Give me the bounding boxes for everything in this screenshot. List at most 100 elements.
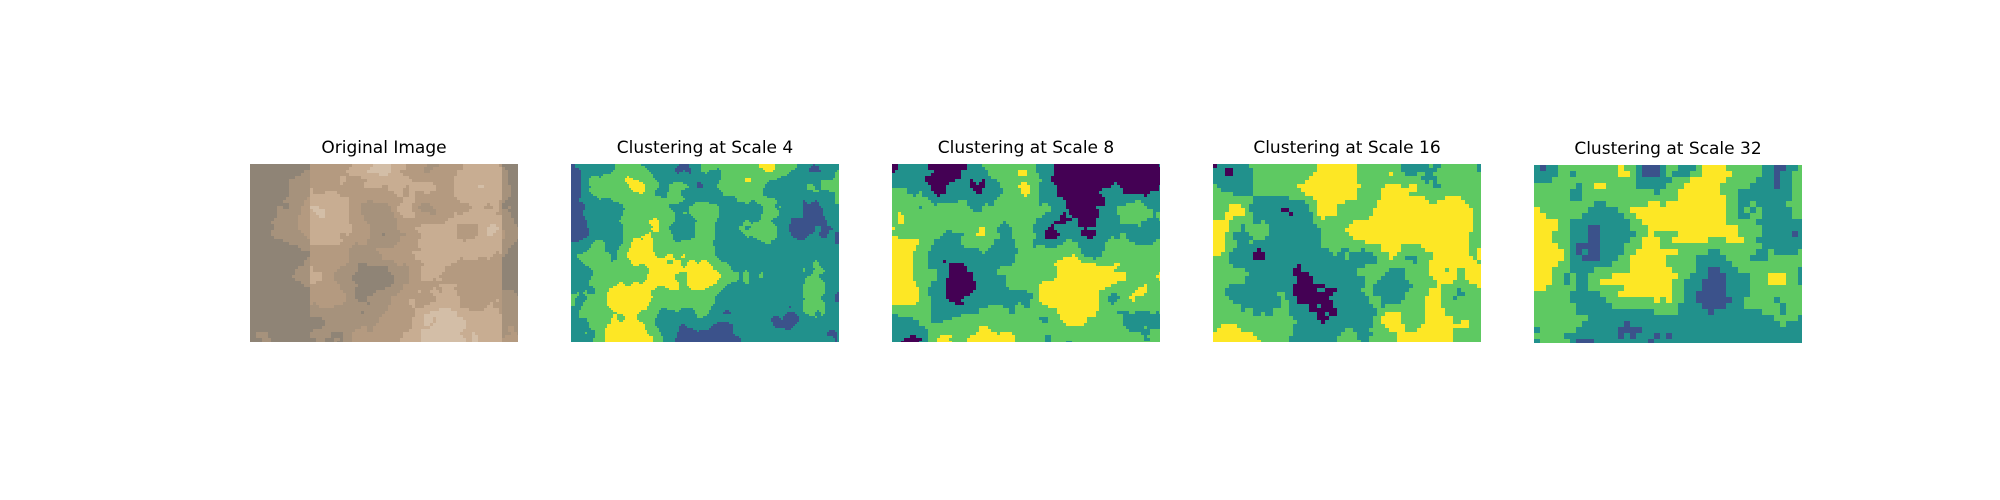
photo-pixel: [508, 224, 511, 227]
photo-pixel: [466, 170, 469, 173]
photo-pixel: [391, 206, 394, 209]
photo-pixel: [472, 320, 475, 323]
photo-pixel: [331, 263, 334, 266]
photo-pixel: [409, 311, 412, 314]
photo-pixel: [448, 188, 451, 191]
photo-pixel: [307, 224, 310, 227]
photo-pixel: [394, 248, 397, 251]
photo-pixel: [331, 254, 334, 257]
photo-pixel: [283, 233, 286, 236]
photo-pixel: [442, 260, 445, 263]
photo-pixel: [493, 266, 496, 269]
photo-pixel: [451, 308, 454, 311]
photo-pixel: [343, 272, 346, 275]
photo-pixel: [316, 245, 319, 248]
photo-pixel: [424, 170, 427, 173]
photo-pixel: [277, 302, 280, 305]
photo-pixel: [460, 224, 463, 227]
photo-pixel: [517, 215, 518, 218]
photo-pixel: [481, 257, 484, 260]
photo-pixel: [418, 194, 421, 197]
photo-pixel: [325, 260, 328, 263]
photo-pixel: [394, 179, 397, 182]
photo-pixel: [460, 230, 463, 233]
photo-pixel: [256, 227, 259, 230]
photo-pixel: [469, 167, 472, 170]
photo-pixel: [292, 308, 295, 311]
photo-pixel: [379, 251, 382, 254]
photo-pixel: [400, 239, 403, 242]
photo-pixel: [379, 302, 382, 305]
photo-pixel: [262, 245, 265, 248]
photo-pixel: [442, 299, 445, 302]
photo-pixel: [337, 278, 340, 281]
photo-pixel: [328, 221, 331, 224]
photo-pixel: [406, 212, 409, 215]
photo-pixel: [265, 272, 268, 275]
photo-pixel: [391, 221, 394, 224]
photo-pixel: [310, 254, 313, 257]
photo-pixel: [325, 251, 328, 254]
photo-pixel: [415, 233, 418, 236]
photo-pixel: [502, 281, 505, 284]
photo-pixel: [343, 284, 346, 287]
photo-pixel: [250, 257, 253, 260]
photo-pixel: [433, 290, 436, 293]
photo-pixel: [283, 224, 286, 227]
photo-pixel: [379, 176, 382, 179]
photo-pixel: [250, 203, 253, 206]
photo-pixel: [469, 320, 472, 323]
photo-pixel: [283, 176, 286, 179]
photo-pixel: [331, 191, 334, 194]
photo-pixel: [412, 242, 415, 245]
photo-pixel: [271, 266, 274, 269]
photo-pixel: [334, 233, 337, 236]
photo-pixel: [271, 215, 274, 218]
photo-pixel: [445, 197, 448, 200]
photo-pixel: [388, 200, 391, 203]
photo-pixel: [256, 251, 259, 254]
photo-pixel: [331, 287, 334, 290]
photo-pixel: [385, 164, 388, 167]
photo-pixel: [403, 281, 406, 284]
photo-pixel: [313, 260, 316, 263]
photo-pixel: [358, 218, 361, 221]
photo-pixel: [292, 254, 295, 257]
photo-pixel: [373, 248, 376, 251]
photo-pixel: [289, 242, 292, 245]
photo-pixel: [499, 266, 502, 269]
photo-pixel: [505, 227, 508, 230]
photo-pixel: [511, 218, 514, 221]
photo-pixel: [358, 269, 361, 272]
photo-pixel: [496, 203, 499, 206]
photo-pixel: [484, 254, 487, 257]
photo-pixel: [475, 194, 478, 197]
photo-pixel: [397, 221, 400, 224]
photo-pixel: [364, 329, 367, 332]
photo-pixel: [496, 260, 499, 263]
photo-pixel: [424, 167, 427, 170]
photo-pixel: [298, 221, 301, 224]
photo-pixel: [346, 191, 349, 194]
photo-pixel: [358, 185, 361, 188]
photo-pixel: [436, 284, 439, 287]
photo-pixel: [457, 200, 460, 203]
photo-pixel: [403, 221, 406, 224]
photo-pixel: [253, 224, 256, 227]
photo-pixel: [493, 281, 496, 284]
photo-pixel: [268, 287, 271, 290]
photo-pixel: [460, 239, 463, 242]
photo-pixel: [496, 311, 499, 314]
photo-pixel: [355, 239, 358, 242]
photo-pixel: [307, 296, 310, 299]
photo-pixel: [406, 218, 409, 221]
photo-pixel: [388, 248, 391, 251]
photo-pixel: [463, 242, 466, 245]
photo-pixel: [301, 329, 304, 332]
photo-pixel: [451, 260, 454, 263]
photo-pixel: [412, 293, 415, 296]
photo-pixel: [352, 329, 355, 332]
photo-pixel: [262, 185, 265, 188]
photo-pixel: [319, 329, 322, 332]
photo-pixel: [460, 293, 463, 296]
